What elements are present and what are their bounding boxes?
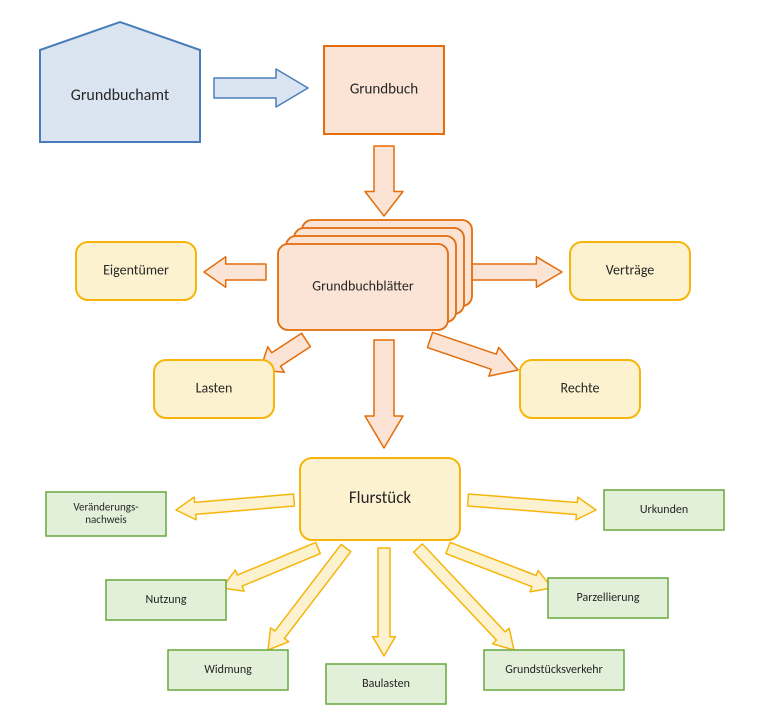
- flowchart-diagram: Grundbuchamt Grundbuch Grundbuchblätter Eig…: [0, 0, 766, 718]
- node-label: Veränderungs-: [73, 500, 138, 513]
- node-vertraege: Verträge: [570, 242, 690, 300]
- node-urkunden: Urkunden: [604, 490, 724, 530]
- node-grundbuch: Grundbuch: [324, 46, 444, 134]
- arrow: [373, 548, 396, 656]
- node-label: Grundbuchamt: [71, 86, 170, 105]
- node-label: Grundstücksverkehr: [505, 663, 602, 677]
- node-label: Nutzung: [145, 593, 186, 607]
- node-grundbuchamt: Grundbuchamt: [40, 22, 200, 142]
- node-label: Lasten: [196, 379, 233, 396]
- node-label: Urkunden: [640, 503, 688, 517]
- node-nutzung: Nutzung: [106, 580, 226, 620]
- node-label: Parzellierung: [577, 591, 640, 605]
- node-label: Baulasten: [362, 677, 410, 691]
- node-veraenderungsnachweis: Veränderungs-nachweis: [46, 492, 166, 536]
- node-baulasten: Baulasten: [326, 664, 446, 704]
- node-label: Grundbuchblätter: [312, 277, 414, 294]
- arrow: [365, 340, 403, 448]
- node-label: Grundbuch: [350, 81, 418, 99]
- node-widmung: Widmung: [168, 650, 288, 690]
- node-lasten: Lasten: [154, 360, 274, 418]
- node-label: Verträge: [606, 261, 655, 278]
- arrow: [425, 326, 523, 385]
- node-label: Rechte: [561, 379, 600, 396]
- node-label: nachweis: [85, 513, 126, 526]
- arrow: [214, 69, 308, 107]
- node-parzellierung: Parzellierung: [548, 578, 668, 618]
- arrow: [175, 489, 295, 522]
- arrow: [462, 257, 562, 287]
- node-eigentuemer: Eigentümer: [76, 242, 196, 300]
- arrow: [467, 489, 597, 522]
- node-rechte: Rechte: [520, 360, 640, 418]
- node-flurstueck: Flurstück: [300, 458, 460, 540]
- node-grundstuecksverkehr: Grundstücksverkehr: [484, 650, 624, 690]
- node-label: Eigentümer: [103, 261, 169, 278]
- arrow: [365, 146, 403, 216]
- node-grundbuchblaetter: Grundbuchblätter: [278, 220, 472, 330]
- node-label: Flurstück: [349, 487, 412, 508]
- node-label: Widmung: [204, 663, 252, 677]
- arrow: [204, 257, 266, 287]
